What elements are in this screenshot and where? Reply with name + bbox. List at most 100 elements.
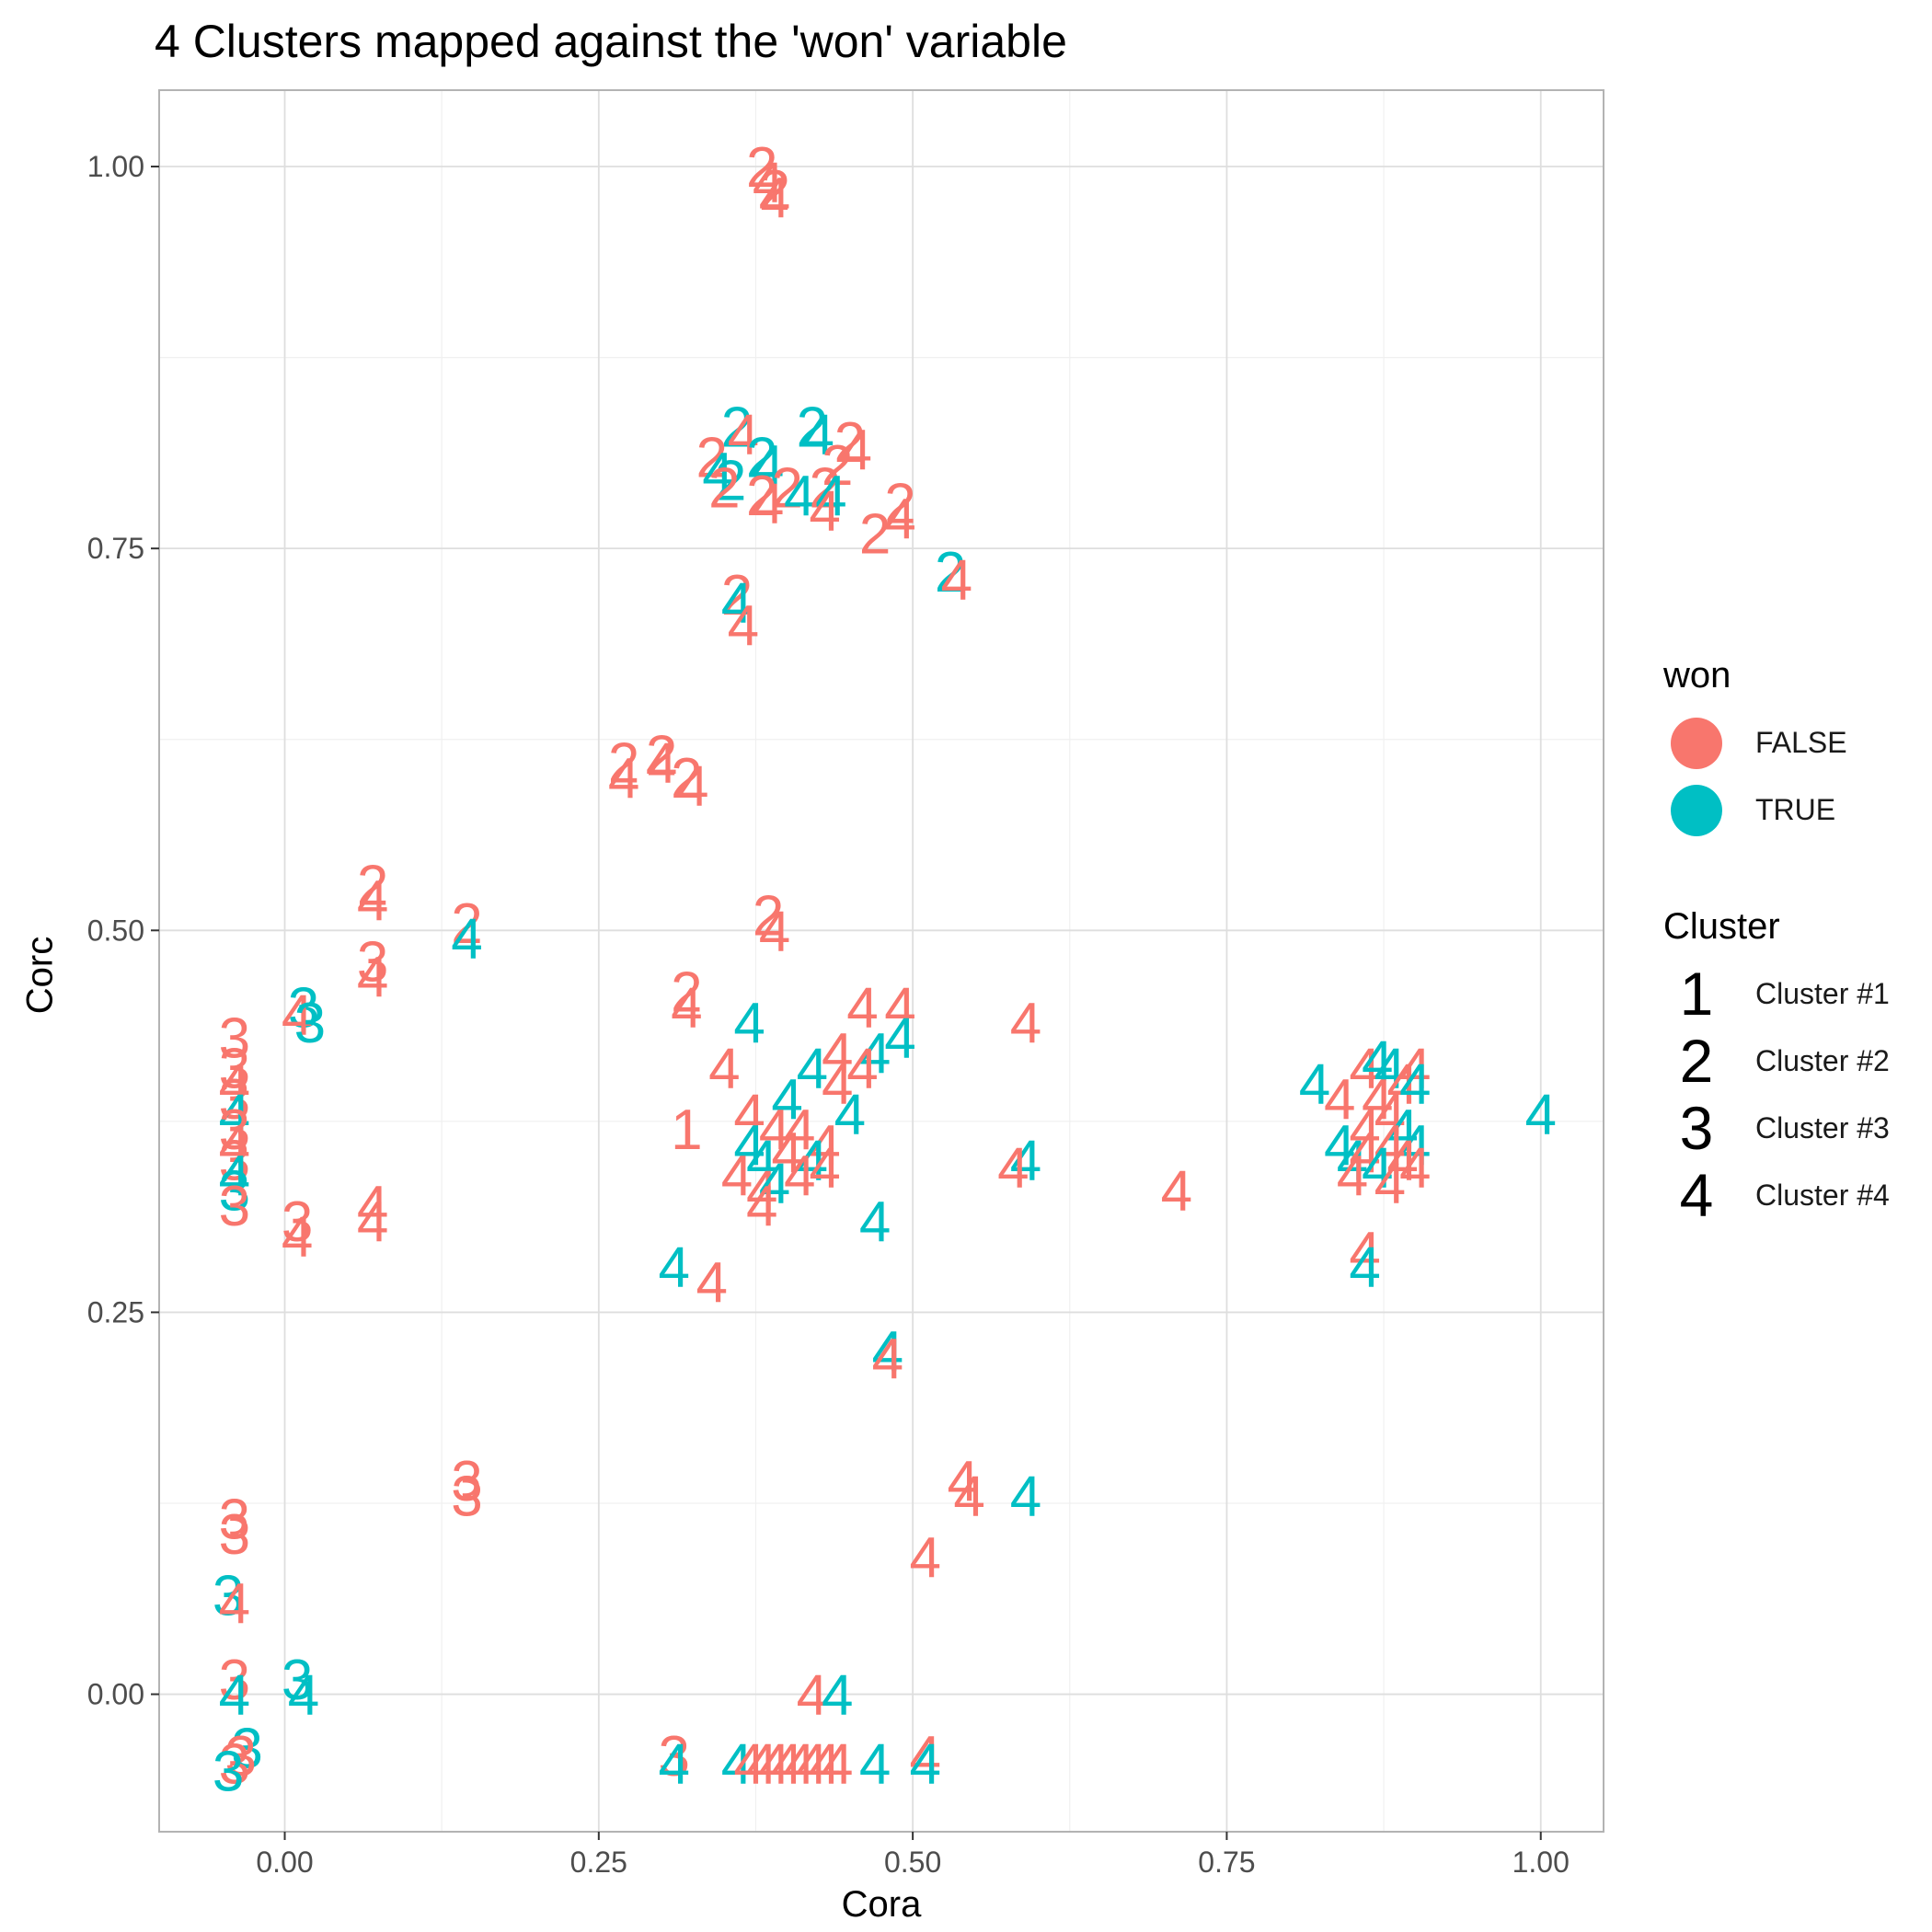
data-point-cluster-4: 4 (728, 404, 759, 467)
data-point-cluster-4: 4 (1337, 1129, 1368, 1192)
legend-title-won: won (1663, 655, 1731, 696)
data-point-cluster-4: 4 (1399, 1137, 1431, 1201)
x-axis-label: Cora (841, 1884, 922, 1925)
data-point-cluster-4: 4 (282, 984, 313, 1048)
data-point-cluster-3: 3 (213, 1741, 244, 1804)
data-point-cluster-4: 4 (1399, 1038, 1431, 1101)
data-point-cluster-4: 4 (282, 1205, 313, 1269)
data-point-cluster-2: 2 (721, 564, 753, 627)
data-point-cluster-4: 4 (608, 747, 639, 811)
data-point-cluster-4: 4 (840, 419, 871, 482)
data-point-cluster-4: 4 (219, 1572, 250, 1636)
x-tick-label: 0.75 (1198, 1846, 1255, 1879)
data-point-cluster-4: 4 (671, 976, 702, 1040)
data-point-cluster-4: 4 (872, 1320, 903, 1384)
data-point-cluster-3: 3 (219, 1175, 250, 1238)
data-point-cluster-4: 4 (1349, 1098, 1380, 1162)
data-point-cluster-4: 4 (809, 1114, 840, 1178)
data-point-cluster-4: 4 (357, 946, 388, 1009)
data-point-cluster-4: 4 (947, 1450, 978, 1513)
data-point-cluster-4: 4 (797, 1038, 828, 1101)
grid-layer (159, 90, 1604, 1832)
data-point-cluster-4: 4 (357, 1190, 388, 1254)
data-point-cluster-4: 4 (753, 472, 784, 535)
data-point-cluster-3: 3 (288, 976, 319, 1040)
data-point-cluster-4: 4 (797, 1732, 828, 1796)
legend-item-cluster-4: 4 Cluster #4 (1663, 1162, 1930, 1229)
legend-item-cluster-3: 3 Cluster #3 (1663, 1095, 1930, 1162)
data-point-cluster-3: 3 (219, 1489, 250, 1552)
data-point-cluster-4: 4 (746, 1129, 777, 1192)
data-point-cluster-4: 4 (884, 976, 915, 1040)
data-point-cluster-4: 4 (733, 992, 765, 1055)
legend-label-false: FALSE (1755, 726, 1847, 759)
legend-item-cluster-2: 2 Cluster #2 (1663, 1028, 1930, 1095)
legend: won FALSE TRUE Cluster 1 Cluster #1 2 Cl… (1663, 655, 1930, 1229)
data-point-cluster-4: 4 (809, 1732, 840, 1796)
data-point-cluster-4: 4 (646, 732, 677, 796)
data-point-cluster-3: 3 (219, 1649, 250, 1712)
data-point-cluster-4: 4 (910, 1526, 941, 1590)
data-point-cluster-3: 3 (224, 1725, 256, 1788)
data-point-cluster-3: 3 (357, 931, 388, 995)
data-point-cluster-4: 4 (759, 1732, 790, 1796)
data-point-cluster-2: 2 (746, 427, 777, 490)
data-point-cluster-4: 4 (753, 152, 784, 215)
data-point-cluster-4: 4 (658, 1732, 689, 1796)
legend-item-false: FALSE (1663, 709, 1930, 776)
data-point-cluster-2: 2 (834, 411, 866, 475)
data-point-cluster-4: 4 (1010, 1466, 1041, 1529)
plot-panel-border (158, 89, 1604, 1833)
data-point-cluster-4: 4 (822, 1052, 853, 1116)
data-point-cluster-3: 3 (219, 1098, 250, 1162)
data-point-cluster-4: 4 (1362, 1029, 1393, 1093)
data-point-cluster-4: 4 (759, 167, 790, 230)
data-point-cluster-2: 2 (715, 449, 746, 512)
legend-glyph-cluster-4: 4 (1679, 1161, 1714, 1229)
data-point-cluster-4: 4 (702, 442, 733, 505)
data-point-cluster-4: 4 (1324, 1068, 1355, 1132)
data-point-cluster-2: 2 (859, 503, 891, 567)
legend-swatch-true (1671, 784, 1722, 836)
legend-title-cluster: Cluster (1663, 906, 1780, 947)
x-tick-label: 0.25 (570, 1846, 627, 1879)
data-point-cluster-4: 4 (1161, 1160, 1192, 1224)
data-point-cluster-4: 4 (884, 488, 915, 551)
data-point-cluster-3: 3 (219, 1732, 250, 1796)
data-point-cluster-2: 2 (646, 724, 677, 788)
data-point-cluster-4: 4 (721, 1732, 753, 1796)
data-point-cluster-4: 4 (1362, 1068, 1393, 1132)
data-point-cluster-3: 3 (294, 992, 326, 1055)
data-point-cluster-4: 4 (797, 1664, 828, 1728)
legend-label-cluster-4: Cluster #4 (1755, 1179, 1890, 1212)
data-point-cluster-4: 4 (451, 908, 482, 972)
data-point-cluster-4: 4 (771, 1068, 802, 1132)
data-point-cluster-4: 4 (1337, 1144, 1368, 1208)
data-point-cluster-4: 4 (721, 1144, 753, 1208)
data-point-cluster-4: 4 (1399, 1114, 1431, 1178)
data-point-cluster-4: 4 (884, 1007, 915, 1071)
data-point-cluster-2: 2 (357, 854, 388, 917)
data-point-cluster-4: 4 (1349, 1236, 1380, 1300)
legend-label-true: TRUE (1755, 793, 1836, 826)
data-point-cluster-4: 4 (733, 1732, 765, 1796)
data-point-cluster-4: 4 (1524, 1084, 1556, 1147)
data-point-cluster-1: 1 (671, 1098, 702, 1162)
chart-title: 4 Clusters mapped against the 'won' vari… (155, 16, 1067, 67)
y-tick-label: 0.50 (87, 914, 144, 947)
data-point-cluster-3: 3 (282, 1190, 313, 1254)
data-point-cluster-2: 2 (884, 472, 915, 535)
data-point-cluster-4: 4 (658, 1236, 689, 1300)
data-point-cluster-4: 4 (733, 1114, 765, 1178)
data-point-cluster-2: 2 (746, 136, 777, 200)
data-point-cluster-4: 4 (771, 1121, 802, 1185)
data-point-cluster-3: 3 (451, 1450, 482, 1513)
data-point-cluster-3: 3 (451, 1466, 482, 1529)
data-point-cluster-4: 4 (859, 1190, 891, 1254)
data-point-cluster-2: 2 (671, 961, 702, 1025)
data-point-cluster-4: 4 (746, 1732, 777, 1796)
data-point-cluster-2: 2 (721, 396, 753, 459)
data-point-cluster-4: 4 (859, 1732, 891, 1796)
data-point-cluster-4: 4 (822, 1664, 853, 1728)
